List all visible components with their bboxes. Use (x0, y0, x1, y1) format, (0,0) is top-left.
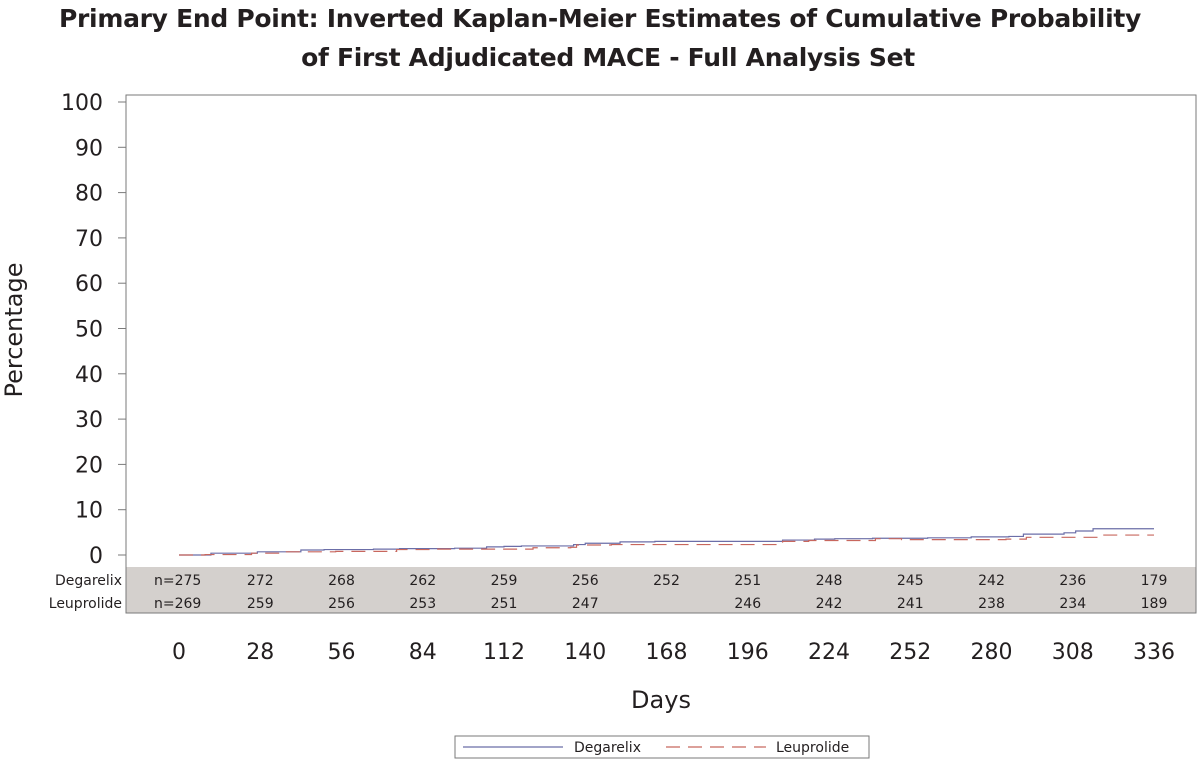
x-tick-label-224: 224 (808, 640, 850, 665)
y-tick-label-40: 40 (75, 363, 103, 388)
risk-cell: 248 (816, 573, 843, 589)
x-tick-label-112: 112 (483, 640, 525, 665)
y-axis-label: Percentage (0, 262, 28, 397)
risk-row-label-leuprolide: Leuprolide (49, 596, 122, 612)
risk-cell: 256 (328, 596, 355, 612)
legend-label-leuprolide: Leuprolide (776, 740, 849, 756)
x-tick-label-140: 140 (564, 640, 606, 665)
x-tick-label-0: 0 (172, 640, 186, 665)
x-tick-label-28: 28 (246, 640, 274, 665)
x-tick-label-84: 84 (409, 640, 437, 665)
legend-box (454, 735, 870, 759)
risk-cell: 252 (653, 573, 680, 589)
plot-frame (125, 94, 1197, 614)
chart-title-line-2: of First Adjudicated MACE - Full Analysi… (301, 43, 915, 72)
risk-cell: 189 (1141, 596, 1168, 612)
risk-cell: 245 (897, 573, 924, 589)
risk-row-label-degarelix: Degarelix (55, 573, 122, 589)
risk-cell: n=275 (154, 573, 201, 589)
risk-cell: 246 (734, 596, 761, 612)
y-tick-label-30: 30 (75, 408, 103, 433)
x-tick-label-252: 252 (889, 640, 931, 665)
x-tick-label-56: 56 (328, 640, 356, 665)
legend: Degarelix Leuprolide (454, 735, 870, 759)
y-tick-label-50: 50 (75, 318, 103, 343)
risk-cell: 234 (1059, 596, 1086, 612)
risk-cell: 179 (1141, 573, 1168, 589)
series-line-leuprolide (179, 534, 1154, 556)
risk-cell: 262 (409, 573, 436, 589)
y-tick-label-20: 20 (75, 453, 103, 478)
risk-cell: 268 (328, 573, 355, 589)
x-tick-label-196: 196 (727, 640, 769, 665)
y-tick-label-90: 90 (75, 136, 103, 161)
risk-cell: 242 (816, 596, 843, 612)
x-tick-label-308: 308 (1052, 640, 1094, 665)
x-axis-label: Days (631, 686, 691, 714)
risk-cell: 259 (247, 596, 274, 612)
risk-cell: 241 (897, 596, 924, 612)
y-tick-label-70: 70 (75, 227, 103, 252)
x-axis: 0 28 56 84 112 140 168 196 224 252 280 308 336 (172, 640, 1175, 665)
risk-cell: 247 (572, 596, 599, 612)
risk-cell: 251 (491, 596, 518, 612)
y-tick-label-100: 100 (61, 91, 103, 116)
risk-cell: n=269 (154, 596, 201, 612)
y-tick-label-0: 0 (89, 544, 103, 569)
risk-table: Degarelix n=275 272 268 262 259 256 252 251 248 24… (49, 573, 1168, 612)
risk-cell: 238 (978, 596, 1005, 612)
y-tick-label-10: 10 (75, 499, 103, 524)
y-tick-label-60: 60 (75, 272, 103, 297)
risk-cell: 253 (409, 596, 436, 612)
risk-table-band (126, 567, 1196, 613)
risk-cell: 236 (1059, 573, 1086, 589)
y-axis: 0 10 20 30 40 50 60 70 80 90 100 (61, 91, 126, 569)
x-tick-label-336: 336 (1133, 640, 1175, 665)
risk-cell: 272 (247, 573, 274, 589)
series-line-degarelix (179, 528, 1154, 556)
risk-cell: 242 (978, 573, 1005, 589)
x-tick-label-280: 280 (971, 640, 1013, 665)
y-tick-label-80: 80 (75, 182, 103, 207)
risk-cell: 256 (572, 573, 599, 589)
series-group (179, 528, 1154, 556)
risk-cell: 251 (734, 573, 761, 589)
chart-title-line-1: Primary End Point: Inverted Kaplan-Meier… (59, 4, 1141, 33)
risk-cell: 259 (491, 573, 518, 589)
x-tick-label-168: 168 (646, 640, 688, 665)
legend-label-degarelix: Degarelix (574, 740, 641, 756)
